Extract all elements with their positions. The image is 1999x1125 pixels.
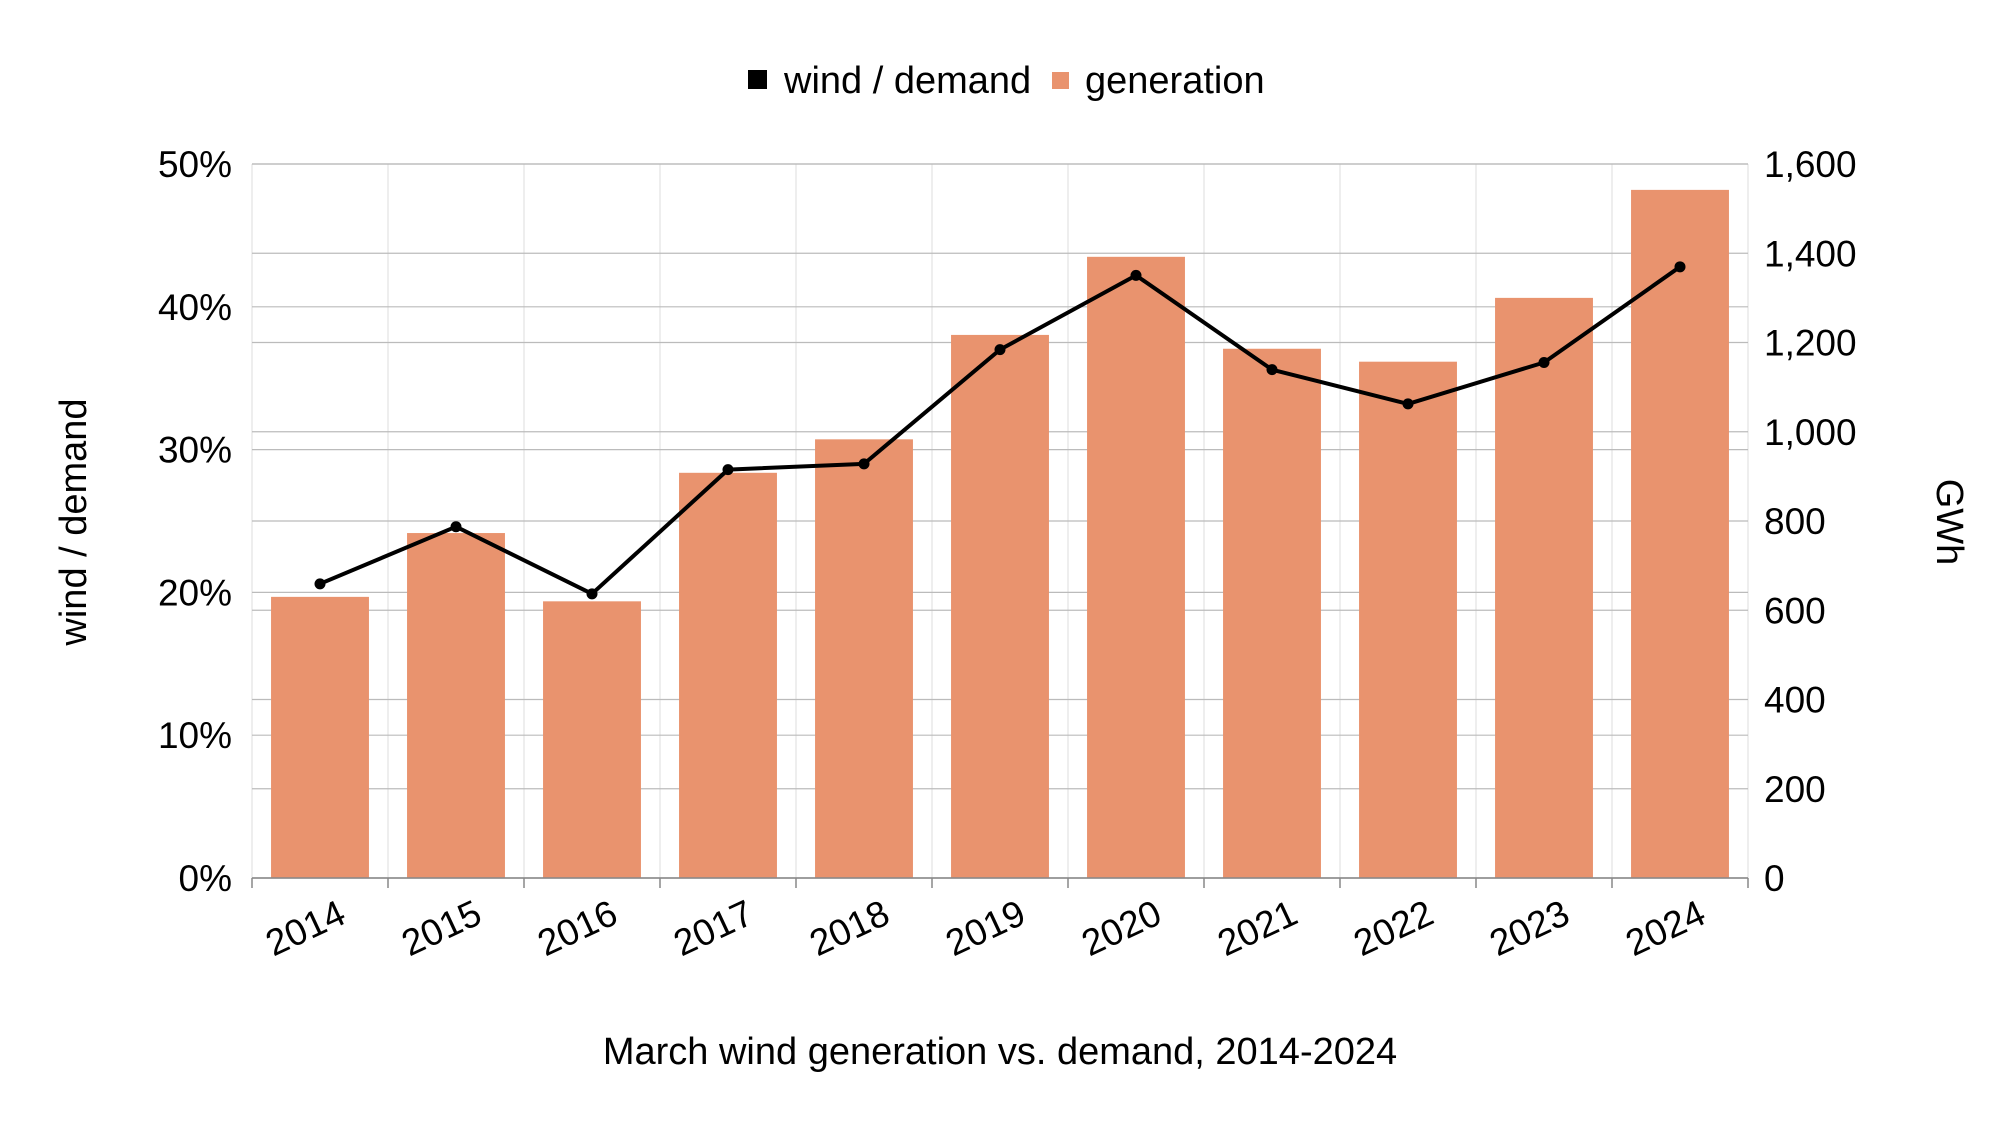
ratio-point-2024 (1674, 261, 1686, 273)
y2-tick-label: 600 (1764, 590, 1826, 631)
legend-label-wind-demand: wind / demand (783, 60, 1031, 102)
ratio-point-2022 (1402, 398, 1414, 410)
ratio-point-2023 (1538, 356, 1550, 368)
y2-axis-title: GWh (1928, 479, 1970, 566)
y-tick-label: 30% (158, 430, 232, 471)
ratio-line (314, 261, 1686, 600)
ratio-point-2018 (858, 458, 870, 470)
generation-bars (271, 189, 1729, 879)
y-tick-label: 0% (179, 858, 232, 899)
bar-2018 (815, 439, 913, 878)
bar-2021 (1223, 348, 1321, 878)
y2-tick-label: 1,200 (1764, 323, 1857, 364)
y-axis-title: wind / demand (53, 398, 95, 646)
ratio-point-2017 (722, 464, 734, 476)
ratio-point-2015 (450, 521, 462, 533)
bar-2020 (1087, 256, 1185, 878)
y2-tick-label: 0 (1764, 858, 1785, 899)
y2-tick-label: 1,600 (1764, 144, 1857, 185)
y-tick-label: 50% (158, 144, 232, 185)
y2-tick-label: 1,400 (1764, 233, 1857, 274)
y2-tick-label: 200 (1764, 769, 1826, 810)
y-tick-label: 20% (158, 572, 232, 613)
y2-tick-label: 400 (1764, 680, 1826, 721)
ratio-point-2014 (314, 578, 326, 590)
y2-tick-label: 1,000 (1764, 412, 1857, 453)
bar-2023 (1495, 297, 1593, 878)
legend: wind / demand generation (748, 60, 1265, 102)
bar-2019 (951, 334, 1049, 878)
bar-2017 (679, 472, 777, 878)
x-axis-title: March wind generation vs. demand, 2014-2… (603, 1031, 1397, 1073)
bar-2024 (1631, 189, 1729, 878)
ratio-point-2019 (994, 344, 1006, 356)
y-tick-label: 10% (158, 715, 232, 756)
bar-2014 (271, 596, 369, 878)
bar-2022 (1359, 361, 1457, 879)
legend-swatch-wind-demand (748, 70, 767, 89)
bar-2015 (407, 533, 505, 878)
ratio-point-2016 (586, 588, 598, 600)
ratio-point-2020 (1130, 269, 1142, 281)
legend-swatch-generation (1052, 72, 1069, 89)
ratio-point-2021 (1266, 364, 1278, 376)
y2-tick-label: 800 (1764, 501, 1826, 542)
bar-2016 (543, 601, 641, 878)
y-tick-label: 40% (158, 287, 232, 328)
legend-label-generation: generation (1085, 60, 1265, 102)
